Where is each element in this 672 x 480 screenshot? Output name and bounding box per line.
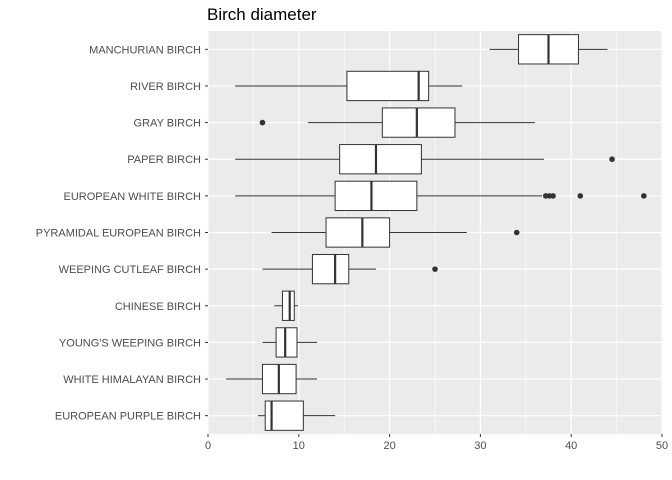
- category-label: GRAY BIRCH: [134, 118, 201, 130]
- box-iqr: [281, 290, 295, 321]
- chart-title: Birch diameter: [207, 5, 317, 24]
- outlier-point: [641, 193, 647, 199]
- category-label: CHINESE BIRCH: [115, 301, 201, 313]
- box-iqr: [346, 70, 430, 102]
- category-label: YOUNG'S WEEPING BIRCH: [59, 337, 201, 349]
- box-european-purple-birch: [257, 400, 336, 431]
- category-label: EUROPEAN WHITE BIRCH: [63, 191, 201, 203]
- box-iqr: [339, 144, 422, 175]
- y-axis: MANCHURIAN BIRCH RIVER BIRCH GRAY BIRCH PAP…: [36, 44, 208, 423]
- box-gray-birch: [259, 107, 535, 138]
- outlier-point: [609, 156, 615, 163]
- x-axis: 0 10 20 30 40 50: [205, 434, 668, 452]
- x-tick-label: 50: [656, 440, 668, 452]
- category-label: EUROPEAN PURPLE BIRCH: [55, 411, 201, 423]
- box-pyramidal-european-birch: [271, 217, 520, 248]
- box-iqr: [311, 253, 350, 285]
- x-tick-label: 10: [293, 440, 305, 452]
- box-paper-birch: [235, 144, 615, 175]
- box-iqr: [334, 180, 418, 212]
- box-manchurian-birch: [489, 34, 608, 65]
- box-iqr: [381, 107, 456, 138]
- box-white-himalayan-birch: [226, 363, 317, 395]
- x-tick-label: 20: [383, 440, 395, 452]
- x-tick-label: 0: [205, 440, 211, 452]
- box-river-birch: [235, 70, 463, 102]
- box-weeping-cutleaf-birch: [262, 253, 438, 285]
- category-label: MANCHURIAN BIRCH: [89, 44, 201, 56]
- category-label: WHITE HIMALAYAN BIRCH: [63, 374, 201, 386]
- outlier-point: [513, 229, 520, 236]
- category-label: PAPER BIRCH: [127, 154, 201, 166]
- box-young-s-weeping-birch: [262, 327, 317, 358]
- boxes: [226, 34, 647, 431]
- box-european-white-birch: [235, 180, 647, 212]
- box-chinese-birch: [274, 290, 298, 321]
- category-label: PYRAMIDAL EUROPEAN BIRCH: [36, 228, 201, 240]
- outlier-point: [432, 266, 438, 272]
- x-tick-label: 30: [474, 440, 486, 452]
- x-tick-label: 40: [565, 440, 577, 452]
- category-label: WEEPING CUTLEAF BIRCH: [59, 264, 201, 276]
- box-iqr: [275, 327, 298, 358]
- outlier-point: [550, 193, 556, 199]
- outlier-point: [577, 193, 584, 199]
- outlier-point: [259, 119, 266, 126]
- box-iqr: [325, 217, 391, 248]
- category-label: RIVER BIRCH: [130, 81, 201, 93]
